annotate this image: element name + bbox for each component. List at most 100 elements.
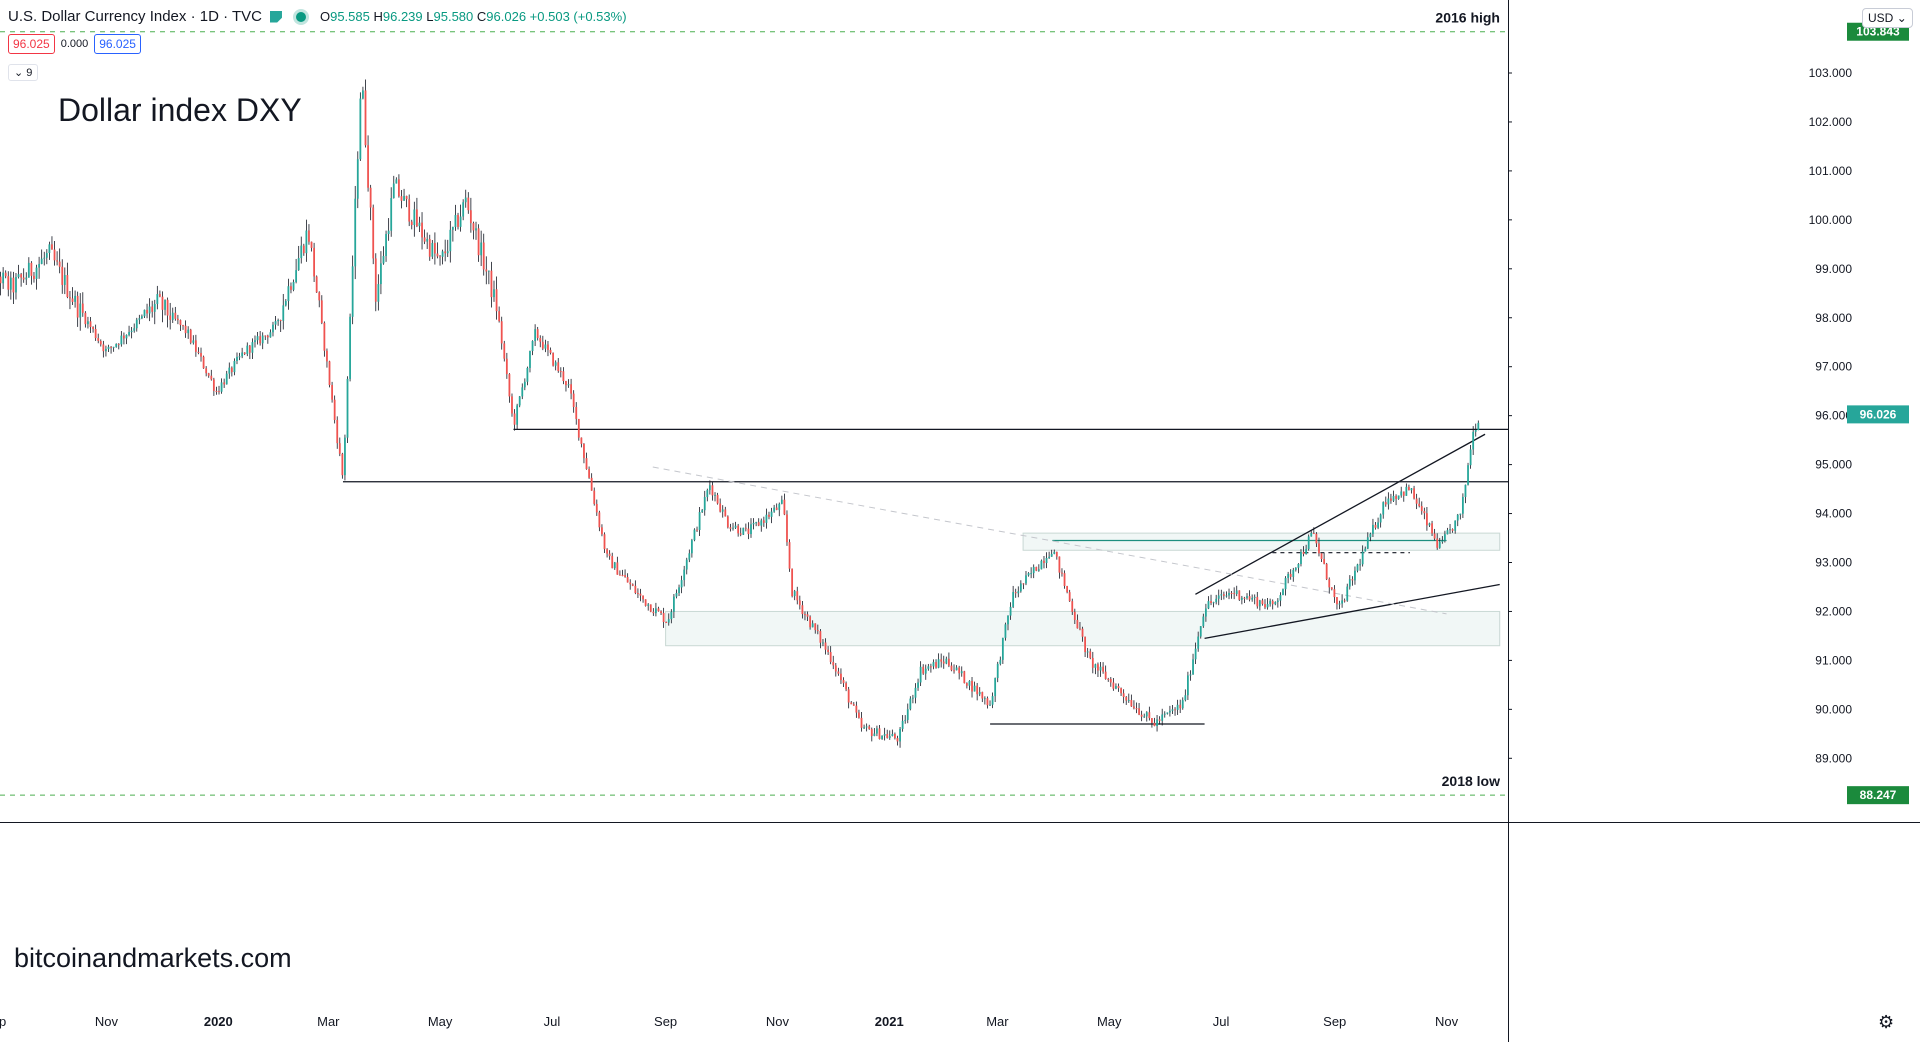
candle-body: [960, 671, 963, 674]
candle-body: [1284, 578, 1287, 590]
candle-body: [747, 528, 750, 535]
y-tick-label: 100.000: [1809, 213, 1853, 227]
candle-body: [1158, 719, 1161, 721]
candle-body: [673, 596, 675, 612]
candle-body: [1302, 551, 1305, 554]
candle-body: [888, 735, 891, 739]
buy-price[interactable]: 96.025: [94, 34, 141, 54]
candle-body: [318, 292, 321, 301]
candle-body: [1230, 592, 1233, 594]
candle-body: [724, 509, 727, 517]
candle-body: [814, 623, 817, 631]
candle-body: [940, 659, 943, 662]
candle-body: [804, 614, 806, 616]
candle-body: [156, 294, 159, 304]
candle-body: [655, 608, 657, 614]
y-tick-label: 103.000: [1809, 66, 1853, 80]
candle-body: [937, 659, 940, 668]
candle-body: [1310, 533, 1313, 537]
candle-body: [1292, 569, 1295, 577]
candle-body: [793, 591, 796, 597]
candle-body: [218, 391, 220, 393]
candle-body: [917, 682, 919, 688]
candle-body: [1189, 674, 1192, 676]
candle-body: [1256, 596, 1259, 607]
y-tick-label: 96.000: [1815, 409, 1852, 423]
candle-body: [1397, 495, 1400, 499]
candle-body: [647, 604, 650, 606]
candle-body: [1382, 502, 1385, 515]
candle-body: [696, 529, 698, 531]
candle-body: [485, 269, 488, 272]
candle-body: [482, 242, 485, 270]
candle-body: [629, 582, 632, 585]
candle-body: [362, 90, 364, 99]
candle-body: [565, 381, 567, 386]
candle-body: [1436, 538, 1439, 548]
candle-body: [1166, 712, 1169, 714]
candle-body: [22, 277, 25, 280]
gear-icon[interactable]: ⚙: [1878, 1012, 1895, 1032]
candle-body: [454, 214, 457, 227]
candle-body: [770, 511, 773, 517]
candle-body: [251, 342, 254, 353]
candle-body: [1320, 553, 1323, 560]
candle-body: [12, 277, 15, 293]
candle-body: [590, 477, 593, 491]
candle-body: [94, 328, 97, 339]
candle-body: [847, 689, 850, 703]
candle-body: [1161, 714, 1164, 721]
candle-body: [35, 267, 38, 279]
candles-group: [0, 79, 1480, 748]
candle-body: [593, 490, 596, 504]
candle-body: [1336, 597, 1338, 605]
candle-body: [297, 258, 300, 271]
chart-header: U.S. Dollar Currency Index · 1D · TVC O9…: [8, 8, 627, 25]
candle-body: [1415, 498, 1418, 504]
candle-body: [1269, 600, 1272, 605]
candle-body: [1048, 556, 1051, 559]
candle-body: [662, 613, 665, 623]
y-tick-label: 98.000: [1815, 311, 1852, 325]
level-annotation-2016-high: 2016 high: [1435, 10, 1500, 26]
candle-body: [559, 371, 562, 373]
candle-body: [1305, 549, 1308, 554]
candle-body: [436, 253, 439, 257]
candle-body: [1037, 569, 1040, 571]
candle-body: [955, 667, 958, 671]
candle-body: [901, 720, 904, 729]
candle-body: [577, 418, 580, 438]
candle-body: [1384, 502, 1387, 505]
candle-body: [344, 437, 346, 476]
live-dot-icon: [295, 11, 306, 22]
candle-body: [336, 419, 339, 444]
sell-price[interactable]: 96.025: [8, 34, 55, 54]
candle-body: [269, 332, 272, 338]
candle-body: [328, 361, 331, 386]
candle-body: [428, 239, 431, 257]
candle-body: [726, 516, 729, 528]
candle-body: [1464, 484, 1467, 497]
candle-body: [400, 196, 403, 201]
candle-body: [243, 352, 246, 355]
candle-body: [1354, 570, 1356, 581]
chart-annotation-title: Dollar index DXY: [58, 92, 302, 128]
currency-button[interactable]: USD ⌄: [1862, 8, 1913, 28]
candle-body: [1086, 651, 1089, 653]
candle-body: [1066, 585, 1069, 593]
candle-body: [398, 179, 400, 197]
candle-body: [991, 696, 994, 705]
symbol-title[interactable]: U.S. Dollar Currency Index · 1D · TVC: [8, 8, 262, 25]
candle-body: [148, 306, 151, 314]
indicator-toggle[interactable]: ⌄ 9: [8, 64, 39, 81]
candle-body: [97, 338, 100, 341]
candle-body: [953, 670, 955, 672]
candle-body: [1387, 498, 1390, 505]
candle-body: [870, 729, 873, 737]
candle-body: [580, 437, 583, 444]
candle-body: [518, 396, 521, 406]
candle-body: [1469, 449, 1472, 466]
candle-body: [446, 251, 449, 254]
candle-body: [855, 705, 858, 713]
